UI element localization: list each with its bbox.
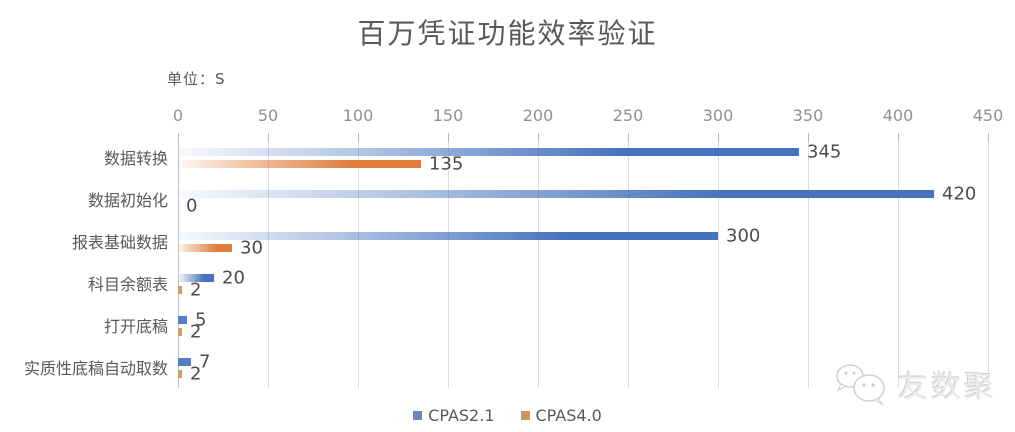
category-label-1: 数据初始化 (87, 191, 168, 210)
x-tick-label-250: 250 (612, 106, 644, 125)
tick-mark-50 (268, 133, 269, 142)
bar-CPAS4.0-打开底稿 (178, 328, 182, 336)
watermark: 友数聚 (832, 360, 997, 408)
legend-swatch-CPAS2.1 (413, 410, 423, 420)
value-label-CPAS4.0-报表基础数据: 30 (240, 237, 263, 259)
tick-mark-200 (538, 133, 539, 142)
legend-label-CPAS2.1: CPAS2.1 (428, 405, 495, 425)
value-label-CPAS4.0-科目余额表: 2 (190, 279, 202, 301)
tick-mark-0 (178, 133, 179, 142)
tick-mark-300 (718, 133, 719, 142)
legend-item-CPAS4.0: CPAS4.0 (520, 405, 602, 425)
chart-title: 百万凭证功能效率验证 (357, 17, 658, 50)
value-label-CPAS4.0-数据初始化: 0 (186, 195, 198, 217)
bar-CPAS2.1-实质性底稿自动取数 (178, 358, 191, 366)
x-tick-label-100: 100 (342, 106, 374, 125)
value-label-CPAS2.1-打开底稿: 5 (195, 309, 207, 331)
value-label-CPAS2.1-数据转换: 345 (807, 141, 842, 163)
gridline-150 (448, 133, 449, 388)
tick-mark-450 (988, 133, 989, 142)
x-tick-label-450: 450 (972, 106, 1004, 125)
gridline-250 (628, 133, 629, 388)
gridline-450 (988, 133, 989, 388)
watermark-text: 友数聚 (898, 370, 997, 405)
category-label-5: 实质性底稿自动取数 (23, 359, 168, 378)
gridline-400 (898, 133, 899, 388)
bar-CPAS4.0-报表基础数据 (178, 244, 232, 252)
bar-CPAS2.1-科目余额表 (178, 274, 214, 282)
value-label-CPAS2.1-科目余额表: 20 (222, 267, 245, 289)
bar-CPAS2.1-打开底稿 (178, 316, 187, 324)
category-label-2: 报表基础数据 (71, 233, 168, 252)
x-tick-label-350: 350 (792, 106, 824, 125)
legend-swatch-CPAS4.0 (520, 410, 530, 420)
category-label-4: 打开底稿 (103, 317, 168, 336)
gridline-0 (178, 133, 179, 388)
bar-CPAS4.0-科目余额表 (178, 286, 182, 294)
gridline-200 (538, 133, 539, 388)
wechat-chat-bubbles-icon (836, 364, 885, 406)
value-label-CPAS2.1-实质性底稿自动取数: 7 (199, 351, 211, 373)
value-label-CPAS4.0-数据转换: 135 (429, 153, 464, 175)
legend-item-CPAS2.1: CPAS2.1 (413, 405, 495, 425)
x-tick-label-150: 150 (432, 106, 464, 125)
x-tick-label-300: 300 (702, 106, 734, 125)
tick-mark-350 (808, 133, 809, 142)
value-label-CPAS2.1-数据初始化: 420 (942, 183, 977, 205)
x-tick-label-200: 200 (522, 106, 554, 125)
bar-CPAS2.1-数据转换 (178, 148, 799, 156)
x-tick-label-400: 400 (882, 106, 914, 125)
tick-mark-250 (628, 133, 629, 142)
legend-label-CPAS4.0: CPAS4.0 (535, 405, 602, 425)
x-tick-label-0: 0 (172, 106, 184, 125)
value-label-CPAS2.1-报表基础数据: 300 (726, 225, 761, 247)
tick-mark-150 (448, 133, 449, 142)
value-label-CPAS4.0-打开底稿: 2 (190, 321, 202, 343)
bar-CPAS2.1-报表基础数据 (178, 232, 718, 240)
x-tick-label-50: 50 (257, 106, 279, 125)
gridline-350 (808, 133, 809, 388)
bar-CPAS2.1-数据初始化 (178, 190, 934, 198)
value-label-CPAS4.0-实质性底稿自动取数: 2 (190, 363, 202, 385)
unit-label: 单位：S (167, 70, 226, 88)
category-label-3: 科目余额表 (87, 275, 168, 294)
tick-mark-400 (898, 133, 899, 142)
legend: CPAS2.1 CPAS4.0 (0, 403, 1015, 427)
tick-mark-100 (358, 133, 359, 142)
category-label-0: 数据转换 (103, 149, 168, 168)
gridline-100 (358, 133, 359, 388)
gridline-300 (718, 133, 719, 388)
bar-CPAS4.0-实质性底稿自动取数 (178, 370, 182, 378)
gridline-50 (268, 133, 269, 388)
bar-CPAS4.0-数据转换 (178, 160, 421, 168)
